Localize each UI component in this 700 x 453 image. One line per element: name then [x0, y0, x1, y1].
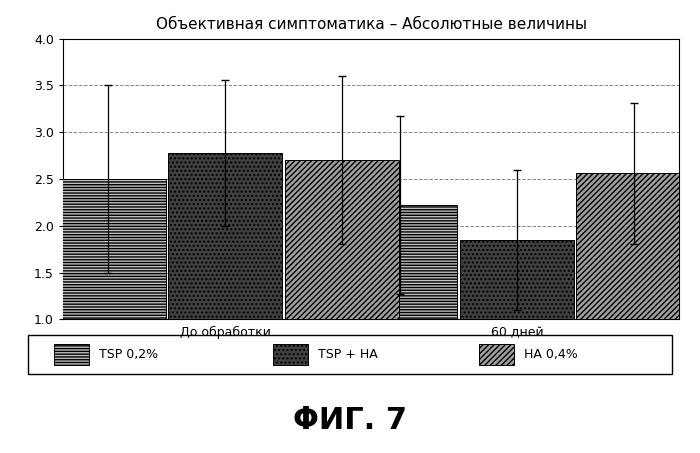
- Bar: [479, 344, 514, 365]
- Bar: [576, 173, 691, 319]
- Bar: [285, 160, 399, 319]
- Title: Объективная симптоматика – Абсолютные величины: Объективная симптоматика – Абсолютные ве…: [155, 17, 587, 32]
- Bar: [51, 179, 166, 319]
- Bar: [54, 344, 89, 365]
- Bar: [168, 153, 282, 319]
- Text: TSP 0,2%: TSP 0,2%: [99, 348, 158, 361]
- Text: HA 0,4%: HA 0,4%: [524, 348, 578, 361]
- Bar: [343, 205, 457, 319]
- Text: TSP + HA: TSP + HA: [318, 348, 377, 361]
- Text: ΦИГ. 7: ΦИГ. 7: [293, 406, 407, 435]
- Bar: [460, 240, 574, 319]
- Bar: [273, 344, 308, 365]
